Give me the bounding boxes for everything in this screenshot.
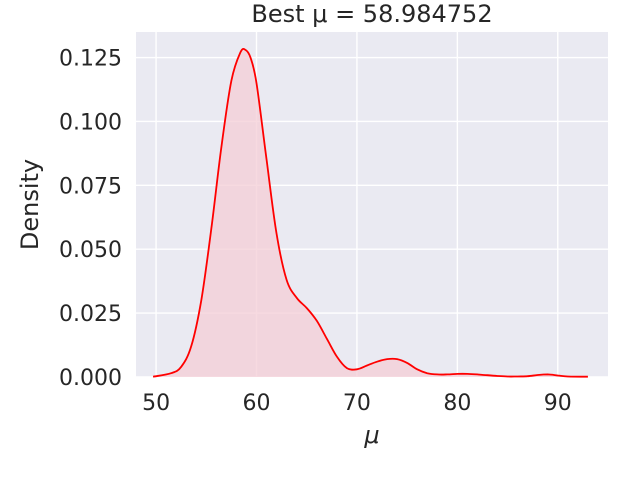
y-axis-label: Density (16, 159, 44, 250)
x-tick-label: 60 (243, 391, 271, 416)
x-tick-label: 70 (343, 391, 371, 416)
x-tick-label: 90 (544, 391, 572, 416)
density-curve (152, 48, 588, 378)
x-axis-label: μ (363, 421, 379, 449)
y-tick-label: 0.000 (59, 366, 122, 391)
chart-title: Best μ = 58.984752 (251, 0, 492, 28)
y-tick-labels: 0.000 0.025 0.050 0.075 0.100 0.125 (59, 47, 122, 391)
density-fill-area (153, 48, 588, 377)
y-tick-label: 0.125 (59, 47, 122, 72)
y-tick-label: 0.050 (59, 238, 122, 263)
x-tick-label: 80 (443, 391, 471, 416)
y-tick-label: 0.025 (59, 302, 122, 327)
x-tick-labels: 50 60 70 80 90 (142, 391, 572, 416)
x-tick-label: 50 (142, 391, 170, 416)
y-tick-label: 0.075 (59, 174, 122, 199)
y-tick-label: 0.100 (59, 110, 122, 135)
